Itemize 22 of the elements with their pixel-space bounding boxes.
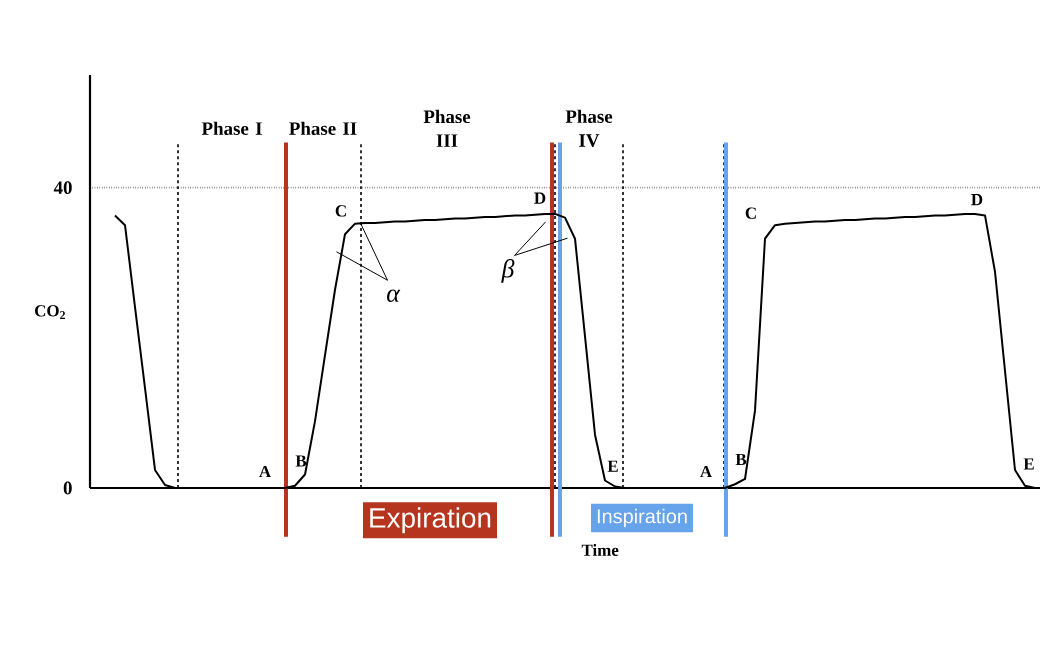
annotation: E	[1023, 458, 1034, 470]
annotation: D	[534, 192, 546, 204]
annotation: Phase II	[289, 121, 357, 135]
annotation: D	[971, 194, 983, 206]
annotation: A	[259, 465, 271, 478]
annotation: α	[386, 289, 401, 303]
y-tick-label: 40	[53, 181, 72, 195]
text: Expiration	[370, 507, 491, 534]
annotation: B	[295, 455, 307, 467]
annotation: C	[745, 207, 756, 219]
annotation: β	[501, 259, 515, 283]
x-axis-title: Time	[581, 543, 619, 556]
annotation: Phase III	[423, 109, 471, 147]
annotation: E	[607, 460, 618, 472]
annotation: C	[335, 205, 346, 217]
annotation: Phase I	[201, 121, 262, 135]
text: Inspiration	[597, 508, 687, 528]
y-tick-label: 0	[63, 481, 72, 495]
annotation: A	[700, 465, 712, 478]
annotation: B	[735, 453, 747, 466]
y-axis-title: CO$_{2}$	[35, 305, 66, 319]
annotation: Phase IV	[565, 109, 613, 147]
